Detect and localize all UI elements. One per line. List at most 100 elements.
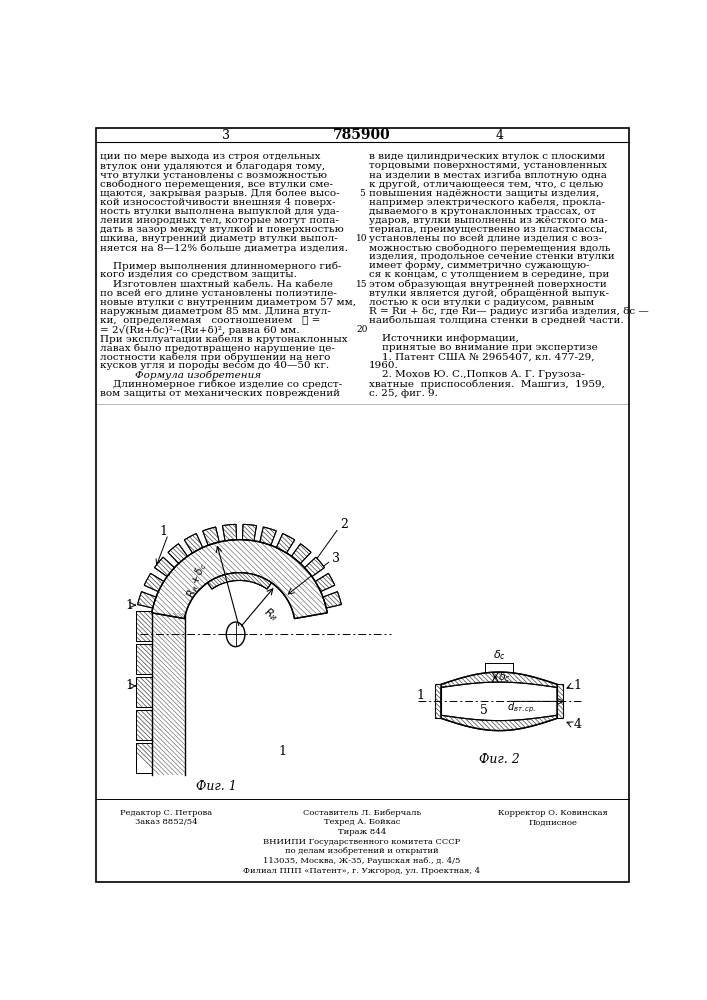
Bar xyxy=(136,743,152,773)
Text: Пример выполнения длинномерного гиб-: Пример выполнения длинномерного гиб- xyxy=(100,261,341,271)
Text: ВНИИПИ Государственного комитета СССР: ВНИИПИ Государственного комитета СССР xyxy=(263,838,460,846)
Text: $R_и$: $R_и$ xyxy=(261,605,281,624)
Text: с. 25, фиг. 9.: с. 25, фиг. 9. xyxy=(369,389,438,398)
Text: Филиал ППП «Патент», г. Ужгород, ул. Проектная, 4: Филиал ППП «Патент», г. Ужгород, ул. Про… xyxy=(243,867,481,875)
Text: R = Rи + δс, где Rи— радиус изгиба изделия, δс —: R = Rи + δс, где Rи— радиус изгиба издел… xyxy=(369,307,649,316)
Bar xyxy=(136,743,152,773)
Text: 4: 4 xyxy=(573,718,581,731)
Text: ления инородных тел, которые могут попа-: ления инородных тел, которые могут попа- xyxy=(100,216,339,225)
Bar xyxy=(136,644,152,674)
Text: лавах было предотвращено нарушение це-: лавах было предотвращено нарушение це- xyxy=(100,343,335,353)
Polygon shape xyxy=(207,573,271,589)
Bar xyxy=(136,644,152,674)
Text: лостности кабеля при обрушении на него: лостности кабеля при обрушении на него xyxy=(100,352,330,362)
Text: кусков угля и породы весом до 40—50 кг.: кусков угля и породы весом до 40—50 кг. xyxy=(100,361,329,370)
Text: Техред А. Бойкас: Техред А. Бойкас xyxy=(324,818,400,826)
Text: принятые во внимание при экспертизе: принятые во внимание при экспертизе xyxy=(369,343,597,352)
Text: Корректор О. Ковинская: Корректор О. Ковинская xyxy=(498,809,608,817)
Text: щаются, закрывая разрыв. Для более высо-: щаются, закрывая разрыв. Для более высо- xyxy=(100,189,339,198)
Polygon shape xyxy=(557,684,563,718)
Polygon shape xyxy=(155,557,175,577)
Text: по делам изобретений и открытий: по делам изобретений и открытий xyxy=(285,847,439,855)
Bar xyxy=(136,611,152,641)
Text: по всей его длине установлены полиэтиле-: по всей его длине установлены полиэтиле- xyxy=(100,289,337,298)
Polygon shape xyxy=(223,524,237,541)
Text: имеет форму, симметрично сужающую-: имеет форму, симметрично сужающую- xyxy=(369,261,590,270)
Polygon shape xyxy=(441,672,557,731)
Polygon shape xyxy=(291,544,311,564)
Text: Длинномерное гибкое изделие со средст-: Длинномерное гибкое изделие со средст- xyxy=(100,379,342,389)
Polygon shape xyxy=(323,592,341,608)
Text: Формула изобретения: Формула изобретения xyxy=(135,370,261,380)
Text: наружным диаметром 85 мм. Длина втул-: наружным диаметром 85 мм. Длина втул- xyxy=(100,307,331,316)
Text: на изделии в местах изгиба вплотную одна: на изделии в местах изгиба вплотную одна xyxy=(369,171,607,180)
Text: 1: 1 xyxy=(573,679,581,692)
Text: лостью к оси втулки с радиусом, равным: лостью к оси втулки с радиусом, равным xyxy=(369,298,594,307)
Text: кого изделия со средством защиты.: кого изделия со средством защиты. xyxy=(100,270,297,279)
Text: можностью свободного перемещения вдоль: можностью свободного перемещения вдоль xyxy=(369,243,610,253)
Bar xyxy=(136,710,152,740)
Text: 15: 15 xyxy=(356,280,368,289)
Polygon shape xyxy=(305,557,325,577)
Text: 2. Мохов Ю. С.,Попков А. Г. Грузоза-: 2. Мохов Ю. С.,Попков А. Г. Грузоза- xyxy=(369,370,585,379)
Text: этом образующая внутренней поверхности: этом образующая внутренней поверхности xyxy=(369,280,607,289)
Ellipse shape xyxy=(226,622,245,647)
Text: $\delta_с$: $\delta_с$ xyxy=(493,648,506,662)
Text: ность втулки выполнена выпуклой для уда-: ность втулки выполнена выпуклой для уда- xyxy=(100,207,339,216)
Text: = 2√(Rи+δс)²--(Rи+δ)², равна 60 мм.: = 2√(Rи+δс)²--(Rи+δ)², равна 60 мм. xyxy=(100,325,300,335)
Text: в виде цилиндрических втулок с плоскими: в виде цилиндрических втулок с плоскими xyxy=(369,152,605,161)
Polygon shape xyxy=(315,573,335,592)
Text: Фиг. 1: Фиг. 1 xyxy=(196,780,237,793)
Text: Тираж 844: Тираж 844 xyxy=(338,828,386,836)
Text: к другой, отличающееся тем, что, с целью: к другой, отличающееся тем, что, с целью xyxy=(369,180,603,189)
Text: Составитель Л. Биберчаль: Составитель Л. Биберчаль xyxy=(303,809,421,817)
Text: торцовыми поверхностями, установленных: торцовыми поверхностями, установленных xyxy=(369,161,607,170)
Text: териала, преимущественно из пластмассы,: териала, преимущественно из пластмассы, xyxy=(369,225,607,234)
Polygon shape xyxy=(435,684,441,718)
Text: вом защиты от механических повреждений: вом защиты от механических повреждений xyxy=(100,389,340,398)
Text: $d_{вт.ср.}$: $d_{вт.ср.}$ xyxy=(507,700,536,715)
Polygon shape xyxy=(168,544,187,564)
Text: ся к концам, с утолщением в середине, при: ся к концам, с утолщением в середине, пр… xyxy=(369,270,609,279)
Text: Заказ 8852/54: Заказ 8852/54 xyxy=(134,818,197,826)
Text: ударов, втулки выполнены из жёсткого ма-: ударов, втулки выполнены из жёсткого ма- xyxy=(369,216,608,225)
Text: 1: 1 xyxy=(278,745,286,758)
Text: установлены по всей длине изделия с воз-: установлены по всей длине изделия с воз- xyxy=(369,234,602,243)
Polygon shape xyxy=(203,527,219,545)
Text: Редактор С. Петрова: Редактор С. Петрова xyxy=(119,809,212,817)
Bar xyxy=(136,611,152,641)
Text: $R_и+\delta_с$: $R_и+\delta_с$ xyxy=(184,561,209,600)
Text: что втулки установлены с возможностью: что втулки установлены с возможностью xyxy=(100,171,327,180)
Text: 1: 1 xyxy=(417,689,425,702)
Text: ции по мере выхода из строя отдельных: ции по мере выхода из строя отдельных xyxy=(100,152,320,161)
Text: новые втулки с внутренним диаметром 57 мм,: новые втулки с внутренним диаметром 57 м… xyxy=(100,298,356,307)
Text: 3: 3 xyxy=(332,552,340,565)
Polygon shape xyxy=(152,540,327,619)
Text: 2: 2 xyxy=(340,518,348,531)
Bar xyxy=(136,710,152,740)
Text: 20: 20 xyxy=(356,325,368,334)
Text: хватные  приспособления.  Машгиз,  1959,: хватные приспособления. Машгиз, 1959, xyxy=(369,379,604,389)
Text: 1: 1 xyxy=(160,525,168,538)
Text: например электрического кабеля, прокла-: например электрического кабеля, прокла- xyxy=(369,198,605,207)
Text: Источники информации,: Источники информации, xyxy=(369,334,519,343)
Text: шкива, внутренний диаметр втулки выпол-: шкива, внутренний диаметр втулки выпол- xyxy=(100,234,338,243)
Text: $\delta_с$: $\delta_с$ xyxy=(498,670,510,684)
Text: дываемого в крутонаклонных трассах, от: дываемого в крутонаклонных трассах, от xyxy=(369,207,596,216)
Bar xyxy=(136,677,152,707)
Text: дать в зазор между втулкой и поверхностью: дать в зазор между втулкой и поверхность… xyxy=(100,225,344,234)
Text: наибольшая толщина стенки в средней части.: наибольшая толщина стенки в средней част… xyxy=(369,316,624,325)
Polygon shape xyxy=(259,527,276,545)
Text: 1: 1 xyxy=(125,599,134,612)
Text: втулок они удаляются и благодаря тому,: втулок они удаляются и благодаря тому, xyxy=(100,161,325,171)
Text: няется на 8—12% больше диаметра изделия.: няется на 8—12% больше диаметра изделия. xyxy=(100,243,348,253)
Text: 10: 10 xyxy=(356,234,368,243)
Text: 1960.: 1960. xyxy=(369,361,399,370)
Text: 4: 4 xyxy=(495,129,503,142)
Text: Подписное: Подписное xyxy=(529,818,578,826)
Text: кой износостойчивости внешняя 4 поверх-: кой износостойчивости внешняя 4 поверх- xyxy=(100,198,336,207)
Text: 5: 5 xyxy=(359,189,365,198)
Text: 113035, Москва, Ж-35, Раушская наб., д. 4/5: 113035, Москва, Ж-35, Раушская наб., д. … xyxy=(263,857,461,865)
Polygon shape xyxy=(144,573,164,592)
Text: изделия, продольное сечение стенки втулки: изделия, продольное сечение стенки втулк… xyxy=(369,252,614,261)
